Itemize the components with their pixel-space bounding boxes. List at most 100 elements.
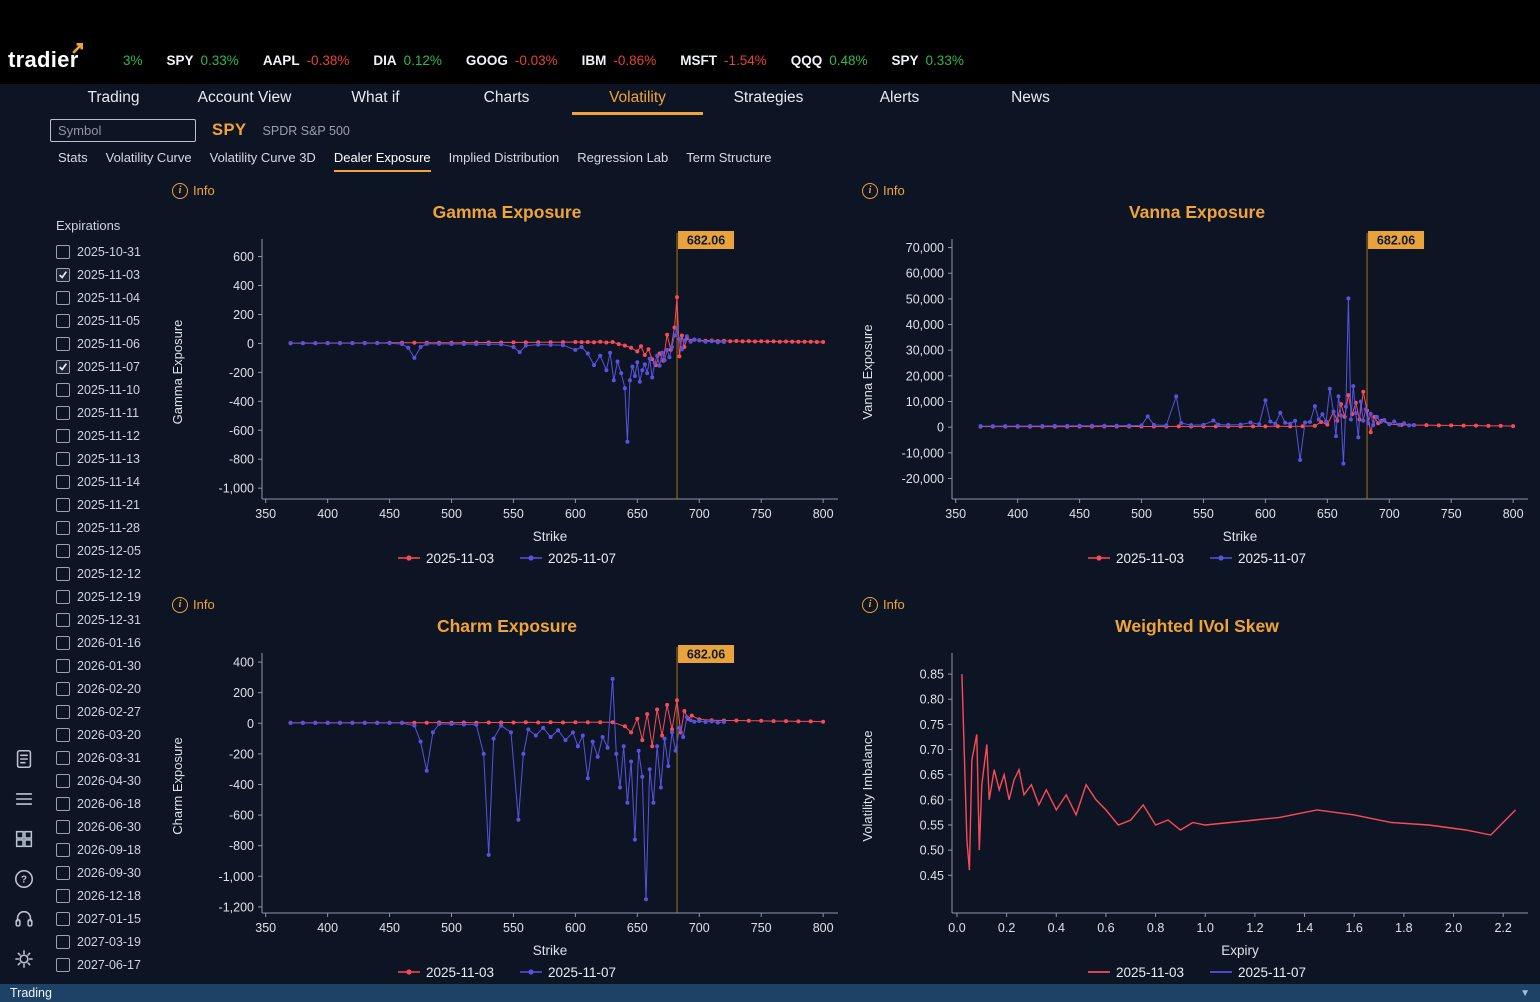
info-button[interactable]: i Info [862,182,905,199]
expiration-checkbox[interactable] [56,612,70,627]
expiration-checkbox[interactable] [56,681,70,696]
expiration-checkbox[interactable] [56,796,70,811]
info-button[interactable]: i Info [172,182,215,199]
ticker-item[interactable]: SPY 0.33% [167,53,239,68]
legend-item[interactable]: 2025-11-07 [520,551,616,566]
expiration-item[interactable]: 2025-12-05 [56,539,162,562]
nav-item-trading[interactable]: Trading [87,89,140,106]
expiration-item[interactable]: 2025-11-06 [56,332,162,355]
panel-collapse-caret-icon[interactable]: ▼ [1520,987,1530,999]
expiration-item[interactable]: 2025-12-31 [56,608,162,631]
expiration-item[interactable]: 2025-11-13 [56,447,162,470]
expiration-checkbox[interactable] [56,888,70,903]
expiration-checkbox[interactable] [56,497,70,512]
grid-icon[interactable] [13,828,35,850]
expiration-item[interactable]: 2026-03-20 [56,723,162,746]
expiration-checkbox[interactable] [56,773,70,788]
expiration-checkbox[interactable] [56,543,70,558]
expiration-item[interactable]: 2025-11-10 [56,378,162,401]
tradier-logo[interactable]: tradier [8,43,94,73]
expiration-item[interactable]: 2027-01-15 [56,907,162,930]
ticker-item[interactable]: SPY 0.33% [892,53,964,68]
expiration-item[interactable]: 2025-11-07 [56,355,162,378]
expiration-checkbox[interactable] [56,520,70,535]
expiration-item[interactable]: 2026-01-16 [56,631,162,654]
expiration-checkbox[interactable] [56,566,70,581]
legend-item[interactable]: 2025-11-03 [397,965,494,980]
expiration-checkbox[interactable] [56,934,70,949]
expiration-checkbox[interactable] [56,428,70,443]
expiration-item[interactable]: 2025-12-12 [56,562,162,585]
expiration-item[interactable]: 2025-11-12 [56,424,162,447]
expiration-checkbox[interactable] [56,405,70,420]
menu-icon[interactable] [13,788,35,810]
expiration-checkbox[interactable] [56,290,70,305]
nav-item-volatility[interactable]: Volatility [572,84,703,115]
legend-item[interactable]: 2025-11-03 [1087,965,1184,980]
ticker-item[interactable]: MSFT -1.54% [680,53,767,68]
expiration-checkbox[interactable] [56,267,70,282]
vanna-exposure-plot[interactable]: 70,000 60,000 50,000 40,000 30,000 20,000 10,0… [852,229,1540,529]
nav-item-strategies[interactable]: Strategies [733,89,804,106]
expiration-checkbox[interactable] [56,382,70,397]
expiration-item[interactable]: 2025-11-21 [56,493,162,516]
expiration-item[interactable]: 2026-03-31 [56,746,162,769]
expiration-item[interactable]: 2025-11-03 [56,263,162,286]
expiration-checkbox[interactable] [56,658,70,673]
expiration-checkbox[interactable] [56,842,70,857]
subtab-regression-lab[interactable]: Regression Lab [577,150,669,165]
weighted-ivol-skew-plot[interactable]: 0.85 0.80 0.75 0.70 0.65 0.60 0.55 0.50 0.45 0.0 0… [852,643,1540,943]
legend-item[interactable]: 2025-11-07 [520,965,616,980]
ticker-item[interactable]: AAPL -0.38% [263,53,350,68]
nav-item-alerts[interactable]: Alerts [879,89,920,106]
expiration-item[interactable]: 2026-04-30 [56,769,162,792]
expiration-item[interactable]: 2025-11-11 [56,401,162,424]
symbol-input[interactable] [50,119,196,142]
expiration-checkbox[interactable] [56,313,70,328]
legend-item[interactable]: 2025-11-07 [1210,551,1306,566]
ticker-item[interactable]: 3% [116,53,143,68]
expiration-item[interactable]: 2025-11-28 [56,516,162,539]
expiration-checkbox[interactable] [56,589,70,604]
expiration-item[interactable]: 2026-06-18 [56,792,162,815]
expiration-item[interactable]: 2026-02-27 [56,700,162,723]
nav-item-what-if[interactable]: What if [351,89,400,106]
info-button[interactable]: i Info [172,596,215,613]
expiration-item[interactable]: 2025-11-14 [56,470,162,493]
expiration-item[interactable]: 2025-10-31 [56,240,162,263]
legend-item[interactable]: 2025-11-03 [397,551,494,566]
expiration-checkbox[interactable] [56,957,70,972]
expiration-item[interactable]: 2026-02-20 [56,677,162,700]
expiration-checkbox[interactable] [56,474,70,489]
expiration-checkbox[interactable] [56,336,70,351]
nav-item-account-view[interactable]: Account View [197,89,292,106]
expiration-item[interactable]: 2025-11-04 [56,286,162,309]
expiration-item[interactable]: 2026-12-18 [56,884,162,907]
expiration-checkbox[interactable] [56,451,70,466]
expiration-checkbox[interactable] [56,359,70,374]
nav-item-news[interactable]: News [1011,89,1050,106]
info-button[interactable]: i Info [862,596,905,613]
expiration-checkbox[interactable] [56,819,70,834]
expiration-checkbox[interactable] [56,911,70,926]
nav-item-charts[interactable]: Charts [483,89,530,106]
subtab-term-structure[interactable]: Term Structure [686,150,772,165]
subtab-stats[interactable]: Stats [58,150,88,165]
expiration-checkbox[interactable] [56,865,70,880]
document-icon[interactable] [13,748,35,770]
subtab-volatility-curve[interactable]: Volatility Curve [105,150,192,165]
expiration-checkbox[interactable] [56,704,70,719]
legend-item[interactable]: 2025-11-07 [1210,965,1306,980]
expiration-item[interactable]: 2027-06-17 [56,953,162,976]
expiration-item[interactable]: 2025-11-05 [56,309,162,332]
ticker-item[interactable]: QQQ 0.48% [791,53,868,68]
settings-icon[interactable] [13,948,35,970]
legend-item[interactable]: 2025-11-03 [1087,551,1184,566]
ticker-item[interactable]: IBM -0.86% [582,53,657,68]
expiration-checkbox[interactable] [56,635,70,650]
expiration-checkbox[interactable] [56,750,70,765]
expiration-item[interactable]: 2025-12-19 [56,585,162,608]
headset-icon[interactable] [13,908,35,930]
